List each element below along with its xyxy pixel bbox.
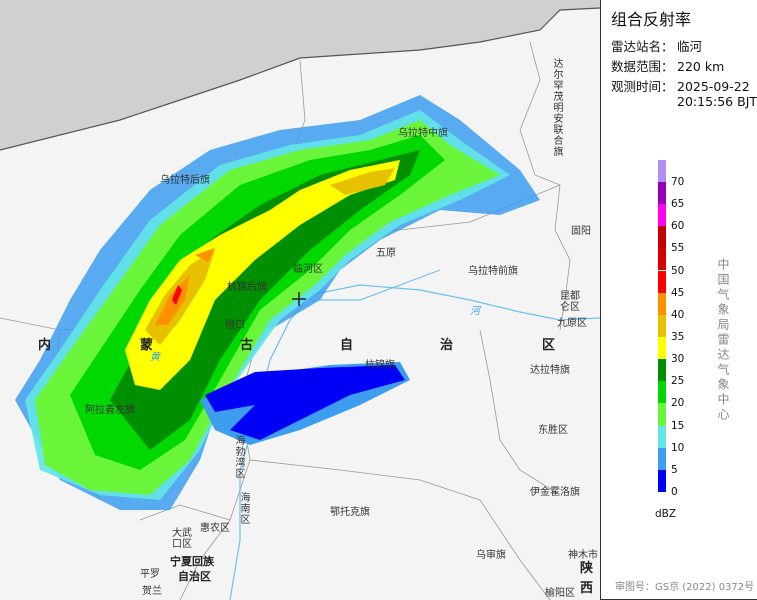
place-label: 东胜区 (538, 425, 568, 436)
station-row: 雷达站名： 临河 (611, 36, 702, 55)
region-label: 陕 (580, 561, 594, 576)
legend-bin (658, 159, 666, 182)
place-label: 大武口区 (172, 528, 192, 550)
foreign-territory (0, 0, 600, 150)
legend-tick-label: 15 (671, 419, 685, 432)
legend-bin (658, 314, 666, 337)
radar-center-crosshair-icon (292, 292, 306, 306)
legend-tick-label: 60 (671, 220, 685, 233)
legend-bin (658, 181, 666, 205)
legend-bin (658, 336, 666, 360)
echo-yellow (125, 160, 400, 390)
legend-tick-label: 45 (671, 286, 685, 299)
legend-tick-label: 0 (671, 486, 678, 498)
legend-tick-label: 30 (671, 353, 685, 366)
legend-tick-label: 35 (671, 330, 685, 343)
echo-gold-2 (330, 168, 395, 195)
place-label: 固阳 (571, 226, 591, 237)
range-row: 数据范围： 220 km (611, 56, 724, 75)
date-value: 2025-09-22 (677, 79, 750, 94)
region-label: 自治区 (178, 570, 211, 583)
place-label: 达拉特旗 (530, 365, 570, 376)
legend-bin (658, 248, 666, 271)
place-label: 海南区 (238, 492, 249, 525)
region-label: 蒙 (140, 338, 154, 353)
region-label: 治 (440, 338, 454, 353)
echo-orange-2 (195, 248, 215, 262)
range-value: 220 km (677, 59, 725, 74)
range-label: 数据范围： (611, 59, 674, 74)
place-label: 鄂托克旗 (330, 507, 370, 518)
legend-tick-label: 5 (671, 463, 678, 476)
region-label: 古 (240, 338, 254, 353)
legend-tick-label: 20 (671, 397, 685, 410)
legend-tick-label: 25 (671, 375, 685, 388)
place-label: 平罗 (140, 569, 160, 580)
place-label: 磴口 (225, 320, 245, 331)
region-label: 自 (340, 338, 354, 353)
place-label: 乌拉特后旗 (160, 175, 210, 186)
radar-echoes (15, 95, 540, 510)
legend-bin (658, 403, 666, 426)
place-label: 乌审旗 (476, 550, 506, 561)
station-value: 临河 (677, 39, 703, 54)
legend-bin (658, 425, 666, 448)
legend-tick-label: 50 (671, 264, 685, 277)
place-label: 榆阳区 (545, 588, 575, 599)
legend-bin (658, 447, 666, 470)
legend-bin (658, 469, 666, 492)
place-label: 惠农区 (200, 523, 230, 534)
legend-tick-label: 65 (671, 198, 685, 211)
place-label: 临河区 (293, 264, 323, 275)
river-label: 黄 (150, 352, 160, 363)
map-layers (0, 0, 600, 600)
region-label: 宁夏回族 (170, 555, 214, 568)
place-label: 伊金霍洛旗 (530, 487, 580, 498)
legend-unit: dBZ (655, 508, 677, 520)
legend-tick-label: 10 (671, 441, 685, 454)
place-label: 乌拉特前旗 (468, 266, 518, 277)
place-label: 神木市 (568, 550, 598, 561)
legend-bin (658, 204, 666, 227)
echo-dark-green (110, 150, 420, 450)
national-border (0, 7, 600, 151)
time-label: 观测时间： (611, 79, 674, 94)
legend-bin (658, 226, 666, 249)
legend-tick-label: 40 (671, 308, 685, 321)
place-label: 乌拉特中旗 (398, 128, 448, 139)
legend-bin (658, 359, 666, 382)
radar-map[interactable]: 乌拉特中旗 乌拉特后旗 达尔罕茂明安联合旗 五原 临河区 杭锦后旗 乌拉特前旗 … (0, 0, 600, 600)
river-label: 河 (470, 306, 480, 317)
legend-bin (658, 381, 666, 404)
time-row: 观测时间： 2025-09-22 (611, 76, 750, 95)
legend-bin (658, 270, 666, 293)
place-label: 五原 (376, 248, 396, 259)
map-approval-number: 审图号：GS京 (2022) 0372号 (615, 582, 755, 593)
place-label: 贺兰 (142, 586, 162, 597)
place-label: 阿拉善左旗 (85, 405, 135, 416)
organization-label: 中国气象局雷达气象中心 (716, 258, 730, 423)
station-label: 雷达站名： (611, 39, 674, 54)
echo-red (172, 285, 182, 305)
legend-tick-label: 55 (671, 242, 685, 255)
region-label: 西 (580, 581, 594, 596)
region-label: 内 (38, 338, 52, 353)
info-panel: 组合反射率 雷达站名： 临河 数据范围： 220 km 观测时间： 2025-09-2… (600, 0, 757, 600)
place-label: 昆都仑区 (560, 291, 580, 313)
region-label: 区 (542, 338, 556, 353)
place-label: 杭锦旗 (365, 360, 395, 371)
time-value: 20:15:56 BJT (677, 94, 757, 109)
place-label: 杭锦后旗 (227, 282, 267, 293)
echo-south-dark-blue (205, 365, 405, 440)
legend-bin (658, 292, 666, 315)
product-title: 组合反射率 (611, 10, 692, 29)
place-label: 海勃湾区 (233, 435, 244, 479)
legend-tick-label: 70 (671, 175, 685, 188)
place-label: 九原区 (557, 318, 587, 329)
place-label: 达尔罕茂明安联合旗 (551, 58, 562, 157)
